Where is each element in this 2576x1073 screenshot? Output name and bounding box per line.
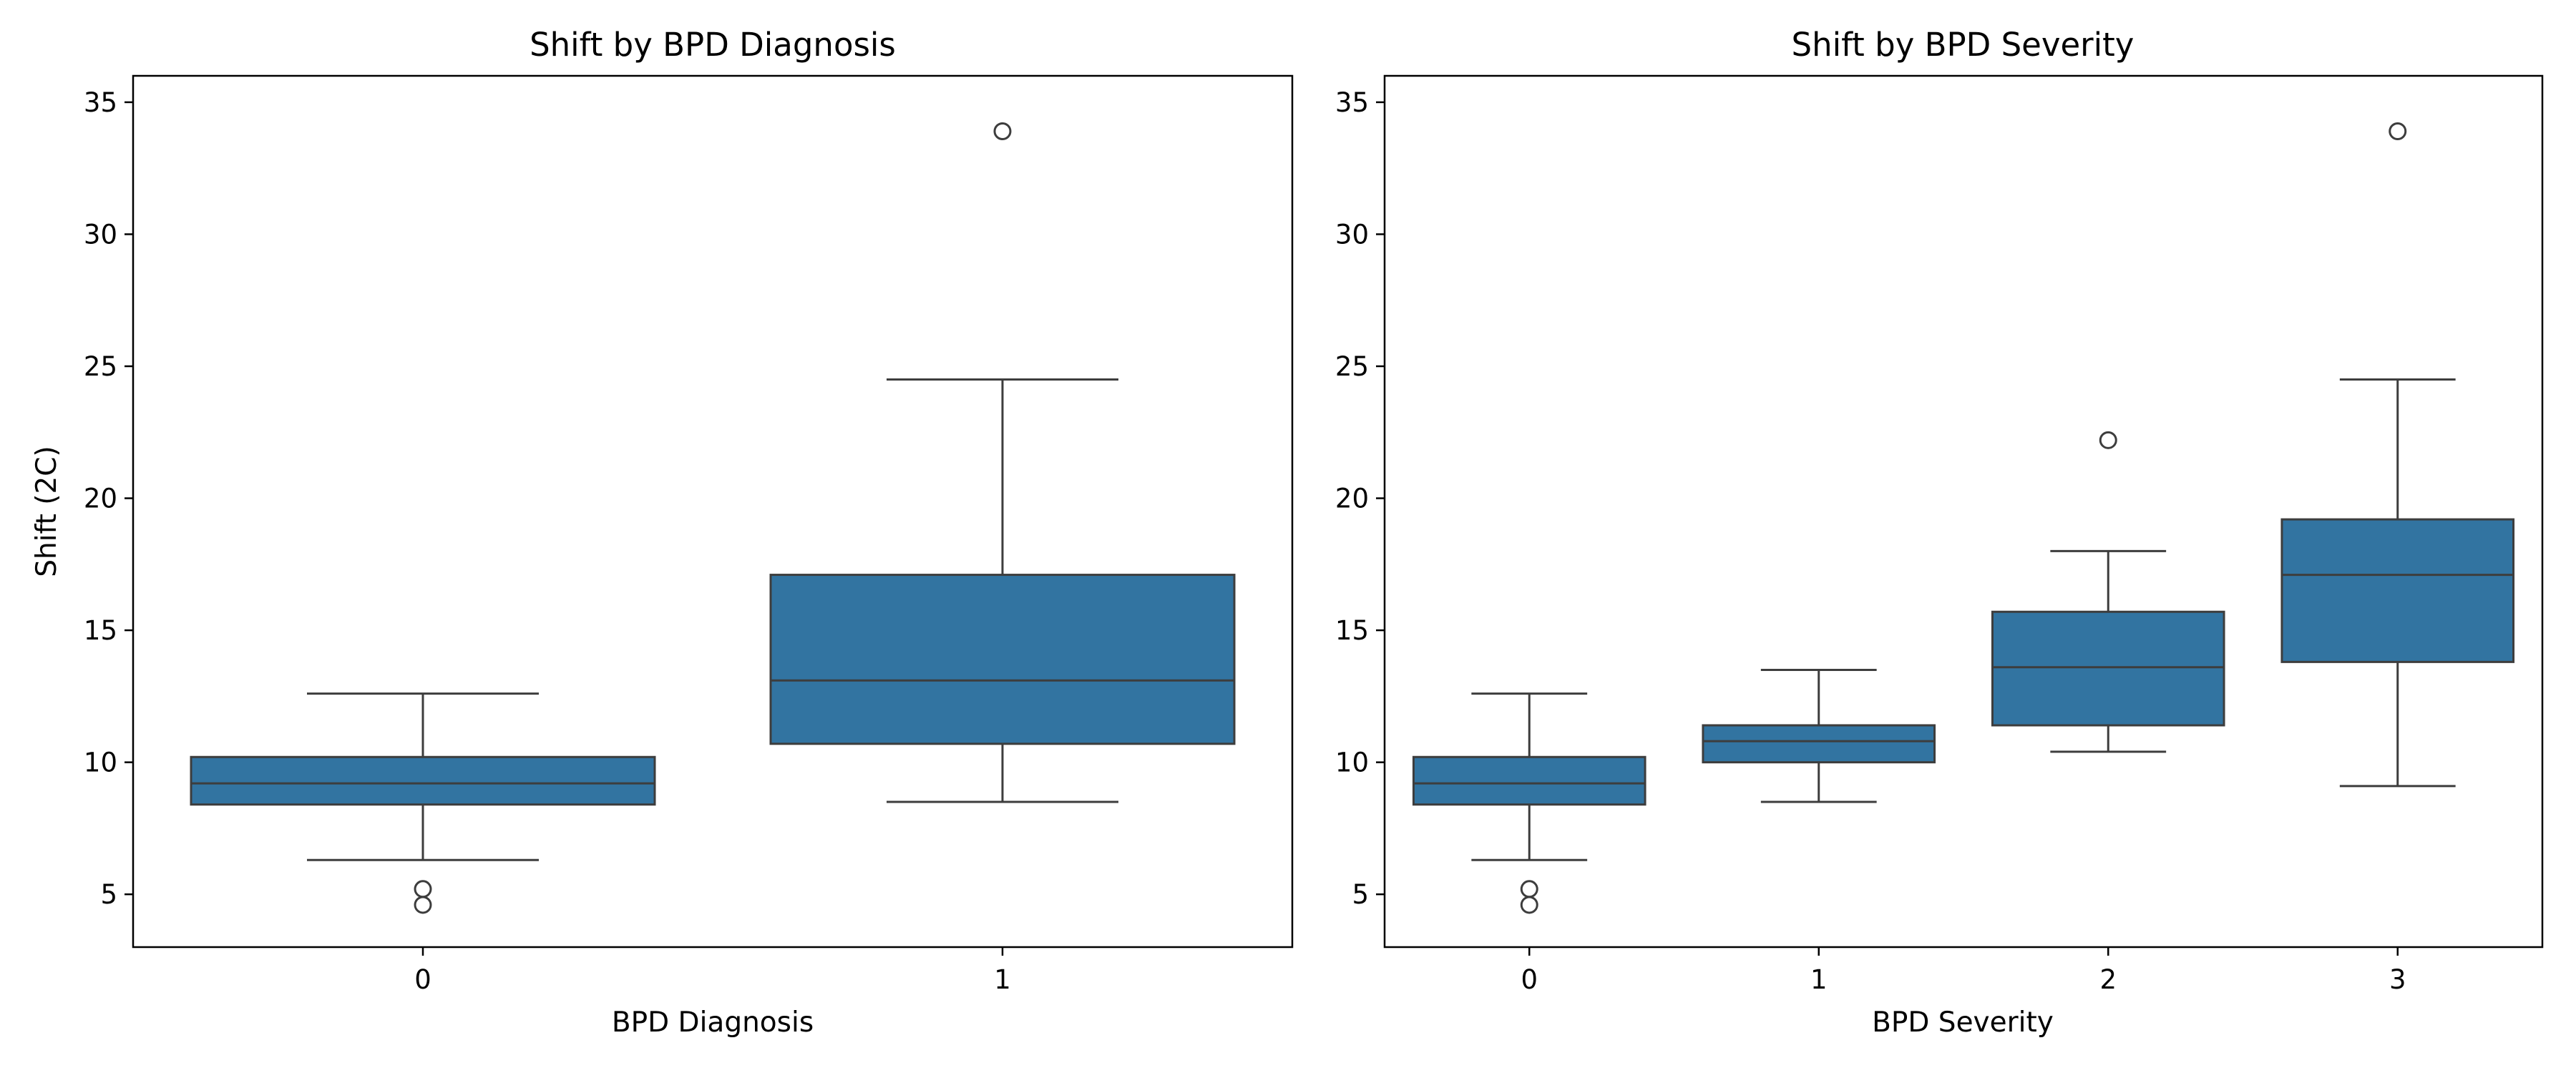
box-group (190, 692, 656, 914)
box-group (1412, 692, 1646, 914)
box-group (2280, 122, 2515, 788)
box-group (1991, 431, 2225, 753)
y-axis-ticks: 5 10 15 20 25 30 35 (1335, 87, 1385, 910)
x-tick-label: 2 (2099, 964, 2117, 995)
y-axis-ticks: 5 10 15 20 25 30 35 (84, 87, 133, 910)
box (2280, 518, 2515, 663)
box (1702, 724, 1936, 764)
plot-frame (132, 74, 1294, 949)
outlier-point (2099, 431, 2117, 449)
y-tick-label: 20 (1335, 484, 1369, 514)
x-axis-ticks: 0 1 2 3 (1521, 947, 2406, 995)
box (1991, 610, 2225, 727)
plot-frame (1383, 74, 2544, 949)
outlier-point (414, 896, 432, 914)
x-axis-label: BPD Severity (1872, 1006, 2054, 1039)
y-tick-label: 30 (84, 219, 117, 250)
box-series (1412, 122, 2515, 914)
y-tick-label: 25 (1335, 351, 1369, 382)
y-tick-label: 10 (1335, 748, 1369, 778)
y-tick-label: 10 (84, 748, 117, 778)
y-tick-label: 35 (84, 87, 117, 118)
box (769, 574, 1236, 745)
x-tick-label: 1 (994, 964, 1011, 995)
chart-title: Shift by BPD Diagnosis (530, 26, 896, 64)
y-tick-label: 25 (84, 351, 117, 382)
x-tick-label: 0 (414, 964, 431, 995)
box-group (1702, 668, 1936, 803)
y-tick-label: 5 (100, 879, 117, 910)
y-tick-label: 15 (1335, 615, 1369, 646)
y-tick-label: 15 (84, 615, 117, 646)
y-tick-label: 5 (1352, 879, 1369, 910)
chart-panel-bpd-severity: Shift by BPD Severity 5 10 15 20 25 30 35 0 1 2 3… (1335, 26, 2544, 1039)
chart-title: Shift by BPD Severity (1792, 26, 2135, 64)
y-tick-label: 20 (84, 484, 117, 514)
box (190, 755, 656, 806)
y-tick-label: 30 (1335, 219, 1369, 250)
x-tick-label: 0 (1521, 964, 1538, 995)
y-tick-label: 35 (1335, 87, 1369, 118)
y-axis-label: Shift (2C) (31, 446, 63, 577)
outlier-point (2389, 122, 2407, 141)
x-tick-label: 1 (1810, 964, 1828, 995)
outlier-point (1520, 896, 1538, 914)
outlier-point (1520, 880, 1538, 898)
outlier-point (993, 122, 1012, 141)
x-axis-label: BPD Diagnosis (612, 1006, 814, 1039)
box (1412, 755, 1646, 806)
box-group (769, 122, 1236, 803)
x-tick-label: 3 (2389, 964, 2406, 995)
outlier-point (414, 880, 432, 898)
box-series (190, 122, 1236, 914)
